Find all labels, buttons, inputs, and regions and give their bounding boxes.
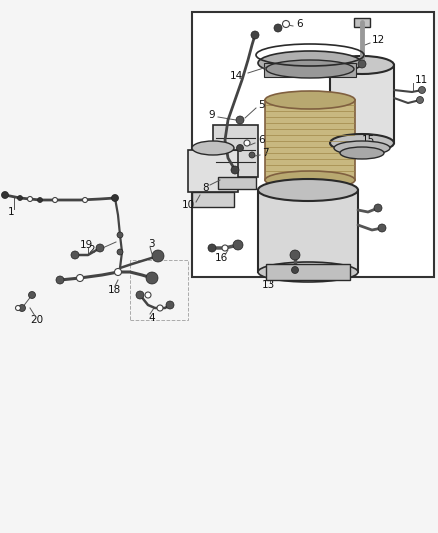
Circle shape [237,144,244,151]
Circle shape [38,198,42,203]
Text: 6: 6 [258,135,265,145]
Ellipse shape [258,262,358,282]
Circle shape [244,140,250,146]
Circle shape [378,224,386,232]
Ellipse shape [340,147,384,159]
Circle shape [418,86,425,93]
Circle shape [28,197,32,201]
Circle shape [56,276,64,284]
Circle shape [82,198,88,203]
Bar [130,260,188,320]
Circle shape [417,96,424,103]
Circle shape [222,245,228,251]
Circle shape [157,305,163,311]
Text: 17: 17 [282,270,295,280]
Text: 10: 10 [182,200,195,210]
Circle shape [374,204,382,212]
Bar [258,190,358,272]
Circle shape [358,60,366,68]
Ellipse shape [266,60,354,78]
Circle shape [231,166,239,174]
Text: 20: 20 [30,315,43,325]
Ellipse shape [258,51,362,75]
Circle shape [28,292,35,298]
Circle shape [274,24,282,32]
Text: 9: 9 [208,110,215,120]
Circle shape [283,20,290,28]
Circle shape [152,250,164,262]
Bar [264,63,356,77]
Text: 4: 4 [148,313,155,323]
Circle shape [236,116,244,124]
Ellipse shape [330,56,394,74]
Text: 1: 1 [8,207,14,217]
Text: 15: 15 [362,135,375,145]
Bar [188,150,238,192]
Circle shape [166,301,174,309]
Text: 14: 14 [230,71,243,81]
Bar [192,12,434,277]
Circle shape [233,240,243,250]
Circle shape [1,191,8,198]
Text: 18: 18 [108,285,121,295]
Text: 8: 8 [202,183,208,193]
Text: 16: 16 [215,253,228,263]
Text: 6: 6 [296,19,303,29]
Circle shape [249,152,255,158]
Circle shape [117,232,123,238]
Circle shape [53,198,57,203]
Bar [218,177,256,189]
Text: 7: 7 [262,148,268,158]
Circle shape [208,244,216,252]
Ellipse shape [334,141,390,155]
Ellipse shape [265,171,355,189]
Text: 13: 13 [262,280,275,290]
Bar [192,192,234,207]
Circle shape [292,266,299,273]
Text: 2: 2 [88,245,95,255]
Text: 5: 5 [258,100,265,110]
Text: 12: 12 [372,35,385,45]
Circle shape [117,249,123,255]
Circle shape [146,272,158,284]
Ellipse shape [330,134,394,152]
Ellipse shape [265,91,355,109]
Circle shape [136,291,144,299]
Circle shape [15,305,21,311]
Ellipse shape [192,141,234,155]
Circle shape [112,195,119,201]
Bar [354,18,370,27]
Text: 19: 19 [80,240,93,250]
Circle shape [96,244,104,252]
Bar [266,264,350,280]
Circle shape [18,196,22,200]
Circle shape [18,304,25,311]
Circle shape [251,31,259,39]
Circle shape [77,274,84,281]
Circle shape [290,250,300,260]
Circle shape [145,292,151,298]
Ellipse shape [258,179,358,201]
Circle shape [114,269,121,276]
Bar [330,65,394,143]
Bar [265,100,355,180]
Text: 11: 11 [415,75,428,85]
Text: 3: 3 [148,239,155,249]
Circle shape [71,251,79,259]
Bar [213,125,258,177]
